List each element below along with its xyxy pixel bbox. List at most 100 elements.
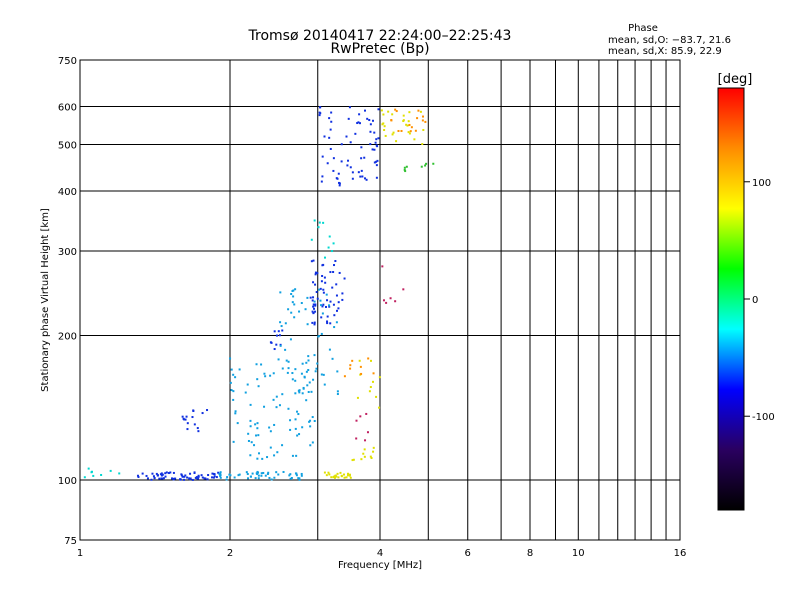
data-point bbox=[182, 417, 185, 420]
data-point bbox=[251, 472, 254, 475]
data-point bbox=[340, 143, 343, 146]
data-point bbox=[83, 476, 86, 479]
data-point bbox=[206, 478, 209, 481]
data-point bbox=[325, 474, 328, 477]
data-point bbox=[295, 454, 298, 457]
data-point bbox=[273, 330, 276, 333]
data-point bbox=[425, 162, 428, 165]
data-point bbox=[247, 439, 250, 442]
data-point bbox=[346, 164, 349, 167]
data-point bbox=[217, 471, 220, 474]
data-point bbox=[273, 454, 276, 457]
data-point bbox=[191, 478, 194, 481]
data-point bbox=[362, 452, 365, 455]
data-point bbox=[298, 433, 301, 436]
data-point bbox=[337, 476, 340, 479]
data-point bbox=[141, 472, 144, 475]
data-point bbox=[402, 114, 405, 117]
data-point bbox=[273, 348, 276, 351]
data-point bbox=[421, 143, 424, 146]
data-point bbox=[363, 448, 366, 451]
data-point bbox=[278, 334, 281, 337]
data-point bbox=[263, 372, 266, 375]
data-point bbox=[363, 109, 366, 112]
data-point bbox=[250, 441, 253, 444]
data-point bbox=[275, 406, 278, 409]
data-point bbox=[328, 136, 331, 139]
chart-subtitle: RwPretec (Bp) bbox=[330, 41, 429, 57]
data-point bbox=[336, 393, 339, 396]
data-point bbox=[294, 427, 297, 430]
data-point bbox=[343, 476, 346, 479]
data-point bbox=[172, 471, 175, 474]
data-point bbox=[340, 474, 343, 477]
colorbar bbox=[717, 87, 745, 511]
data-point bbox=[100, 473, 103, 476]
data-point bbox=[322, 221, 325, 224]
data-point bbox=[360, 157, 363, 160]
data-point bbox=[390, 119, 393, 122]
data-point bbox=[238, 368, 241, 371]
data-point bbox=[234, 412, 237, 415]
plot-frame bbox=[79, 59, 681, 541]
data-point bbox=[366, 431, 369, 434]
data-point bbox=[335, 321, 338, 324]
data-point bbox=[348, 473, 351, 476]
data-point bbox=[377, 137, 380, 140]
x-axis-ticks: 1 2 4 6 8 10 16 bbox=[77, 548, 687, 559]
data-point bbox=[314, 310, 317, 313]
phase-x-line: mean, sd,X: 85.9, 22.9 bbox=[608, 46, 722, 57]
y-tick-label: 600 bbox=[58, 103, 77, 114]
data-point bbox=[319, 106, 322, 109]
data-point bbox=[328, 348, 331, 351]
data-point bbox=[421, 119, 424, 122]
data-point bbox=[293, 316, 296, 319]
data-point bbox=[358, 122, 361, 125]
data-point bbox=[321, 274, 324, 277]
data-point bbox=[296, 434, 299, 437]
data-point bbox=[306, 296, 309, 299]
data-point bbox=[329, 271, 332, 274]
data-point bbox=[281, 329, 284, 332]
data-point bbox=[329, 128, 332, 131]
data-point bbox=[333, 264, 336, 267]
data-point bbox=[287, 367, 290, 370]
data-point bbox=[360, 372, 363, 375]
data-point bbox=[366, 117, 369, 120]
data-point bbox=[355, 437, 358, 440]
data-point bbox=[269, 374, 272, 377]
data-point bbox=[346, 474, 349, 477]
data-point bbox=[260, 472, 263, 475]
data-point bbox=[302, 386, 305, 389]
data-point bbox=[234, 376, 237, 379]
data-point bbox=[324, 305, 327, 308]
data-point bbox=[272, 398, 275, 401]
data-point bbox=[329, 147, 332, 150]
data-point bbox=[257, 474, 260, 477]
data-point bbox=[174, 477, 177, 480]
data-point bbox=[356, 122, 359, 125]
data-point bbox=[304, 308, 307, 311]
data-point bbox=[364, 439, 367, 442]
data-point bbox=[293, 303, 296, 306]
data-point bbox=[358, 113, 361, 116]
data-point bbox=[416, 117, 419, 120]
data-point bbox=[277, 358, 280, 361]
data-point bbox=[408, 132, 411, 135]
data-point bbox=[369, 130, 372, 133]
data-point bbox=[219, 476, 222, 479]
data-point bbox=[267, 471, 270, 474]
data-point bbox=[289, 473, 292, 476]
data-point bbox=[281, 367, 284, 370]
data-point bbox=[322, 303, 325, 306]
data-point bbox=[260, 474, 263, 477]
data-point bbox=[92, 474, 95, 477]
data-point bbox=[165, 471, 168, 474]
data-point bbox=[333, 476, 336, 479]
data-point bbox=[338, 182, 341, 185]
data-point bbox=[319, 112, 322, 115]
data-point bbox=[328, 473, 331, 476]
data-point bbox=[260, 363, 263, 366]
data-point bbox=[280, 325, 283, 328]
data-point bbox=[323, 471, 326, 474]
